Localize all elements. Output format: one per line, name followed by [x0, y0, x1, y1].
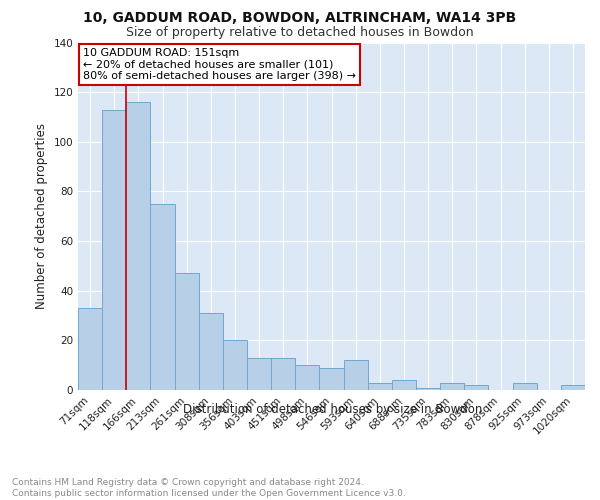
Bar [392, 380, 416, 390]
Text: Contains HM Land Registry data © Crown copyright and database right 2024.
Contai: Contains HM Land Registry data © Crown c… [12, 478, 406, 498]
Bar [319, 368, 344, 390]
Bar [175, 274, 199, 390]
Bar [344, 360, 368, 390]
Y-axis label: Number of detached properties: Number of detached properties [35, 123, 48, 309]
Bar [247, 358, 271, 390]
Text: 10, GADDUM ROAD, BOWDON, ALTRINCHAM, WA14 3PB: 10, GADDUM ROAD, BOWDON, ALTRINCHAM, WA1… [83, 11, 517, 25]
Bar [464, 385, 488, 390]
Bar [151, 204, 175, 390]
Text: Distribution of detached houses by size in Bowdon: Distribution of detached houses by size … [184, 402, 482, 415]
Bar [440, 382, 464, 390]
Bar [102, 110, 126, 390]
Bar [199, 313, 223, 390]
Bar [512, 382, 537, 390]
Bar [78, 308, 102, 390]
Text: Size of property relative to detached houses in Bowdon: Size of property relative to detached ho… [126, 26, 474, 39]
Text: 10 GADDUM ROAD: 151sqm
← 20% of detached houses are smaller (101)
80% of semi-de: 10 GADDUM ROAD: 151sqm ← 20% of detached… [83, 48, 356, 81]
Bar [126, 102, 151, 390]
Bar [561, 385, 585, 390]
Bar [368, 382, 392, 390]
Bar [223, 340, 247, 390]
Bar [416, 388, 440, 390]
Bar [271, 358, 295, 390]
Bar [295, 365, 319, 390]
